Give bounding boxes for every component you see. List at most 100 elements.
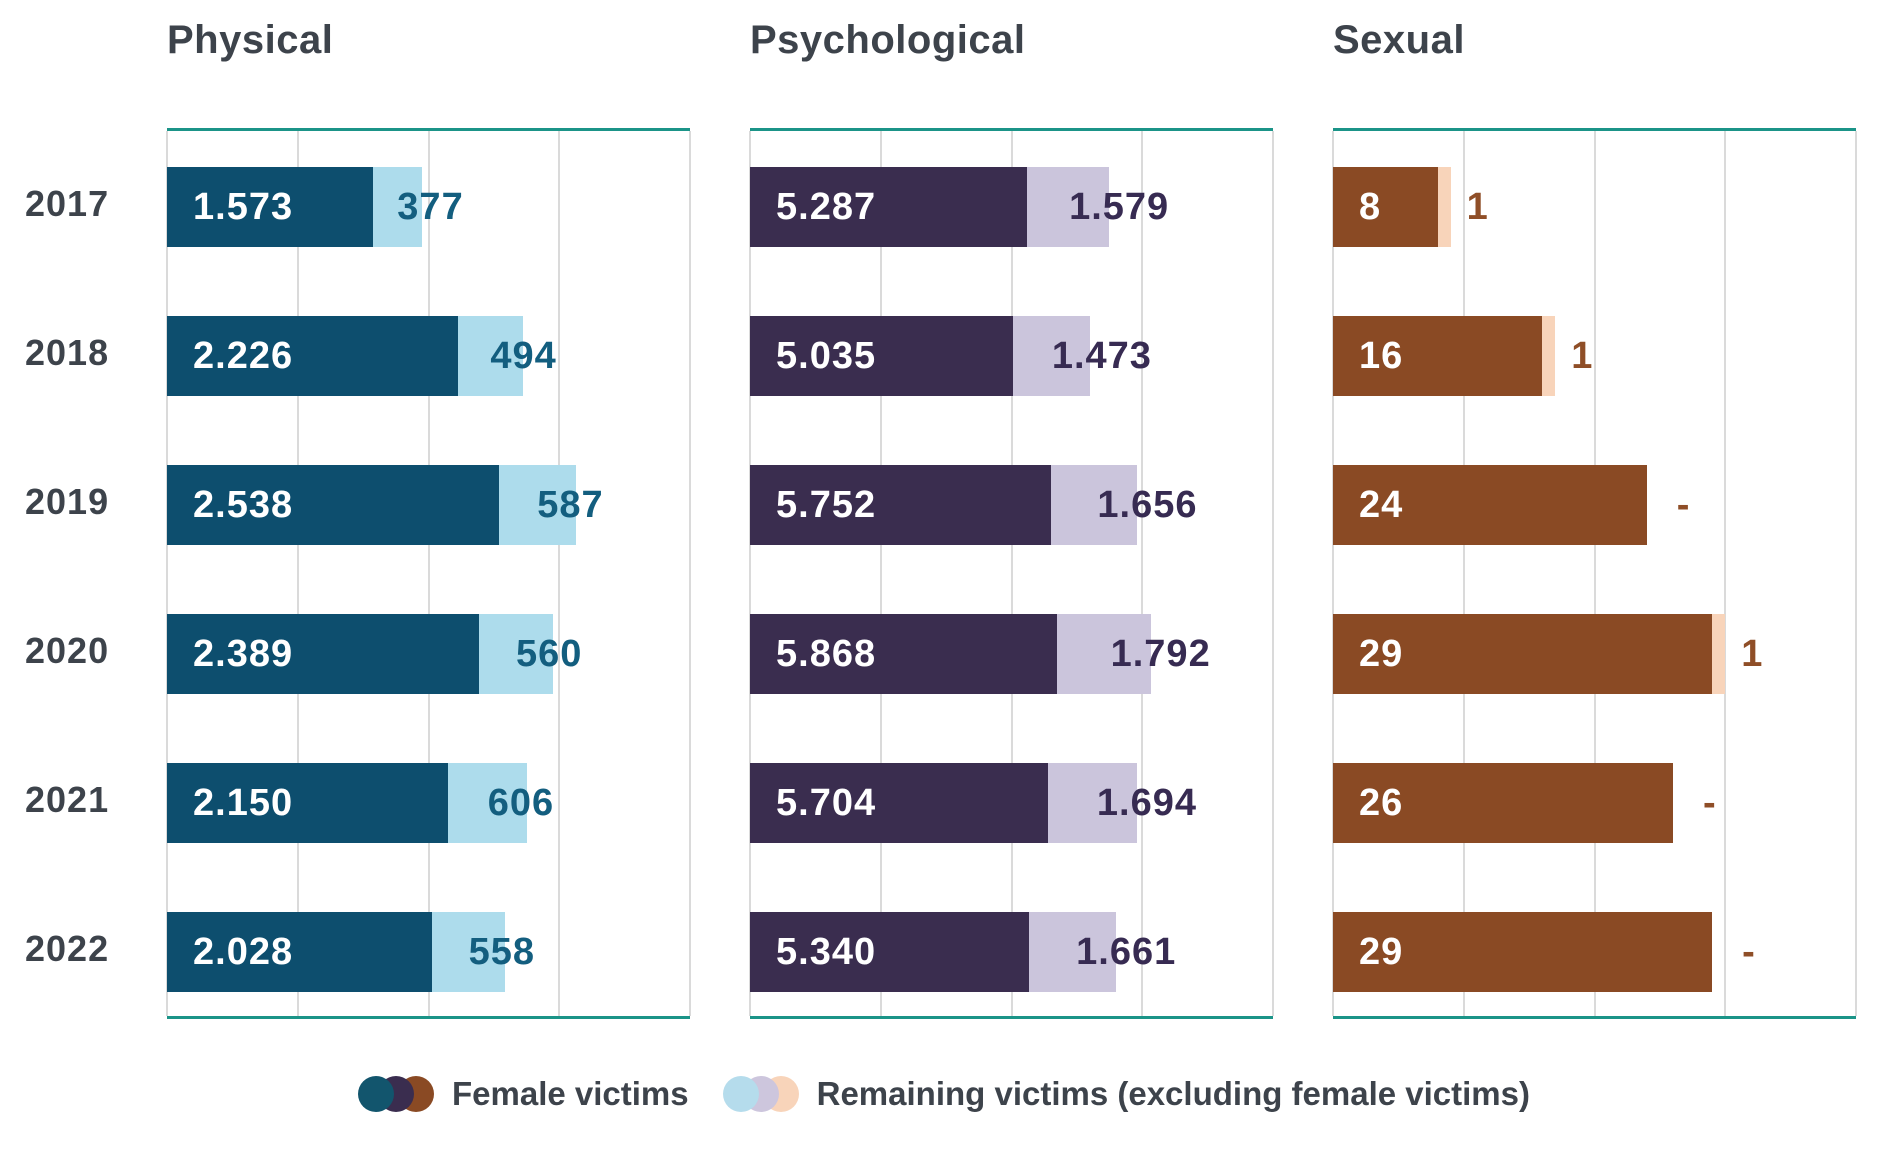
bar-row-2021: 2.150 606 — [167, 763, 690, 843]
bar-segment-female: 5.704 — [750, 763, 1049, 843]
bar-value-remaining: 558 — [468, 930, 536, 973]
bar-row-2018: 2.226 494 — [167, 316, 690, 396]
bar-row-2020: 5.868 1.792 — [750, 614, 1273, 694]
bar-segment-female: 5.340 — [750, 912, 1030, 992]
legend-label-female: Female victims — [451, 1075, 689, 1112]
bar-row-2020: 2.389 560 — [167, 614, 690, 694]
chart-plot-physical: 1.573 377 2.226 494 2.538 587 2.389 560 2.150 606… — [166, 128, 691, 1019]
bar-row-2021: 26 - — [1333, 763, 1856, 843]
bar-value-remaining: - — [1742, 930, 1756, 973]
bar-value-remaining: 1.473 — [1051, 334, 1152, 377]
chart-plot-sexual: 8 1 16 1 24-29 1 26-29- — [1332, 128, 1857, 1019]
bar-segment-female: 2.028 — [167, 912, 433, 992]
bar-segment-female: 8 — [1333, 167, 1438, 247]
legend-dot-light-blue — [722, 1076, 759, 1112]
bar-row-2022: 5.340 1.661 — [750, 912, 1273, 992]
year-label-2018: 2018 — [25, 332, 110, 373]
gridline — [1855, 131, 1857, 1016]
bar-value-remaining: 494 — [490, 334, 557, 377]
bar-segment-remaining — [1026, 167, 1110, 247]
bar-value-remaining: 560 — [515, 632, 583, 675]
bar-row-2017: 5.287 1.579 — [750, 167, 1273, 247]
bar-segment-female: 29 — [1333, 912, 1713, 992]
bar-value-remaining: 1.694 — [1096, 781, 1197, 824]
bar-value-female: 29 — [1359, 930, 1404, 973]
chart-plot-psychological: 5.287 1.579 5.035 1.473 5.752 1.656 5.868 1.792… — [749, 128, 1274, 1019]
gridline — [1272, 131, 1274, 1016]
bar-row-2018: 5.035 1.473 — [750, 316, 1273, 396]
gridline — [296, 131, 299, 1016]
bar-value-female: 8 — [1359, 185, 1382, 228]
bar-row-2019: 2.538 587 — [167, 465, 690, 545]
bar-row-2020: 29 1 — [1333, 614, 1856, 694]
bar-segment-remaining — [1056, 614, 1151, 694]
bar-value-remaining: 1.579 — [1069, 185, 1170, 228]
bar-value-female: 2.226 — [193, 334, 294, 377]
bar-value-female: 5.340 — [776, 930, 877, 973]
bar-segment-female: 5.752 — [750, 465, 1051, 545]
bar-segment-remaining — [498, 465, 576, 545]
bar-segment-female: 2.538 — [167, 465, 499, 545]
bar-value-remaining: 1 — [1571, 334, 1594, 377]
gridline — [1141, 131, 1144, 1016]
bar-value-female: 2.028 — [193, 930, 294, 973]
legend-label-remaining: Remaining victims (excluding female vict… — [816, 1075, 1530, 1112]
bar-value-female: 5.752 — [776, 483, 877, 526]
bar-row-2022: 29 - — [1333, 912, 1856, 992]
bar-segment-female: 1.573 — [167, 167, 373, 247]
bar-segment-female: 2.389 — [167, 614, 480, 694]
bar-row-2019: 5.752 1.656 — [750, 465, 1273, 545]
bar-value-remaining: 587 — [537, 483, 604, 526]
bar-value-female: 2.389 — [193, 632, 294, 675]
bar-value-remaining: 377 — [397, 185, 464, 228]
gridline — [749, 131, 751, 1016]
bar-row-2017: 1.573 377 — [167, 167, 690, 247]
bar-value-female: 26 — [1359, 781, 1404, 824]
bar-value-remaining: - — [1676, 483, 1691, 526]
year-label-2021: 2021 — [25, 779, 110, 820]
bar-value-remaining: 1.661 — [1076, 930, 1177, 973]
bar-segment-female: 24 — [1333, 465, 1647, 545]
bar-segment-female: 2.150 — [167, 763, 449, 843]
bar-value-remaining: 1 — [1466, 185, 1489, 228]
bar-value-female: 29 — [1359, 632, 1404, 675]
legend-group-remaining: Remaining victims (excluding female vict… — [722, 1075, 1530, 1113]
gridline — [689, 131, 691, 1016]
bar-segment-remaining — [372, 167, 422, 247]
bar-segment-remaining — [432, 912, 506, 992]
gridline — [558, 131, 561, 1016]
bar-segment-remaining — [1013, 316, 1091, 396]
gridline — [879, 131, 882, 1016]
year-axis: 2017 2018 2019 2020 2021 2022 — [0, 128, 110, 1019]
bar-segment-remaining — [1542, 316, 1556, 396]
legend-group-female: Female victims — [357, 1075, 689, 1113]
bar-value-female: 2.538 — [193, 483, 294, 526]
bar-segment-female: 5.035 — [750, 316, 1014, 396]
bar-segment-remaining — [1050, 465, 1138, 545]
gridline — [1332, 131, 1334, 1016]
chart-title-psychological: Psychological — [750, 18, 1026, 62]
bar-value-remaining: 1 — [1741, 632, 1764, 675]
gridline — [166, 131, 168, 1016]
bar-value-female: 5.035 — [776, 334, 877, 377]
year-label-2022: 2022 — [25, 928, 110, 969]
bar-value-female: 5.704 — [776, 781, 877, 824]
bar-segment-remaining — [1712, 614, 1726, 694]
chart-title-sexual: Sexual — [1333, 18, 1465, 62]
bar-segment-remaining — [1029, 912, 1117, 992]
bar-segment-remaining — [479, 614, 553, 694]
bar-value-remaining: 606 — [487, 781, 555, 824]
bar-segment-female: 29 — [1333, 614, 1713, 694]
year-label-2019: 2019 — [25, 481, 110, 522]
chart-legend: Female victims Remaining victims (exclud… — [0, 1075, 1888, 1113]
bar-segment-female: 5.868 — [750, 614, 1057, 694]
bar-segment-female: 5.287 — [750, 167, 1027, 247]
year-label-2020: 2020 — [25, 630, 110, 671]
bar-value-female: 2.150 — [193, 781, 294, 824]
chart-title-physical: Physical — [167, 18, 334, 62]
bar-row-2019: 24 - — [1333, 465, 1856, 545]
gridline — [1010, 131, 1013, 1016]
bar-segment-female: 16 — [1333, 316, 1543, 396]
bar-segment-remaining — [448, 763, 528, 843]
bar-value-female: 5.287 — [776, 185, 877, 228]
